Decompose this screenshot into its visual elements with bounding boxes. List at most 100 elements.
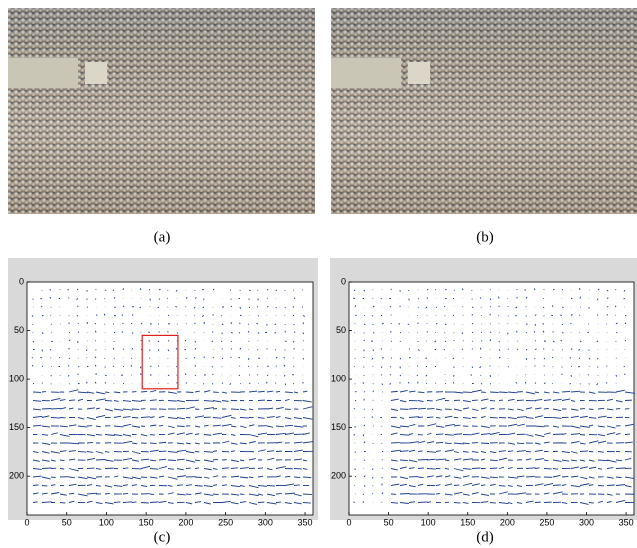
vector: [230, 417, 236, 419]
vector: [525, 500, 534, 503]
vector: [561, 484, 567, 486]
vector: [579, 425, 590, 428]
vector: [194, 467, 200, 469]
vector: [579, 314, 581, 316]
vector: [94, 381, 97, 384]
vector: [624, 476, 634, 479]
vector: [489, 459, 498, 462]
vector: [256, 322, 259, 325]
vector: [302, 417, 313, 420]
vector: [471, 306, 474, 309]
vector: [167, 432, 175, 435]
vector: [32, 340, 35, 343]
vector: [453, 442, 464, 445]
vector: [167, 391, 177, 394]
vector: [221, 440, 230, 444]
vector: [274, 323, 277, 325]
vector-field: [353, 288, 635, 505]
vector: [453, 484, 460, 486]
vector: [302, 390, 308, 393]
vector: [95, 314, 98, 316]
vector: [113, 485, 123, 487]
vector: [248, 289, 251, 292]
vector: [211, 331, 214, 333]
vector: [390, 425, 401, 429]
vector: [86, 451, 94, 453]
vector: [139, 366, 142, 369]
vector: [552, 398, 562, 401]
vector: [624, 458, 632, 461]
vector: [239, 467, 249, 469]
vector: [140, 390, 148, 393]
vector: [561, 398, 571, 401]
vector: [293, 449, 303, 452]
vector: [176, 475, 186, 478]
vector: [435, 484, 441, 486]
vector: [275, 406, 284, 410]
vector: [283, 374, 286, 377]
vector: [275, 466, 286, 469]
vector: [176, 458, 185, 461]
vector: [552, 417, 562, 419]
vector: [561, 332, 564, 334]
vector: [570, 440, 580, 444]
vector: [185, 432, 193, 435]
vector: [94, 356, 97, 359]
vector: [212, 288, 215, 291]
vector: [95, 391, 106, 395]
vector: [408, 459, 418, 463]
vector: [149, 501, 159, 503]
x-tick-label: 150: [139, 517, 154, 527]
vector: [257, 493, 264, 496]
vector: [140, 322, 143, 325]
vector: [515, 315, 518, 317]
vector: [570, 466, 580, 469]
vector: [579, 296, 582, 299]
vector: [94, 323, 97, 325]
vector: [248, 434, 259, 438]
vector: [597, 500, 604, 503]
vector: [560, 339, 563, 342]
vector: [212, 458, 219, 461]
vector: [266, 407, 274, 410]
vector: [176, 468, 184, 471]
vector: [489, 408, 495, 410]
vector: [230, 502, 239, 505]
vector: [131, 501, 137, 503]
vector: [498, 491, 508, 495]
vector: [525, 434, 534, 437]
vector: [552, 459, 562, 462]
vector: [185, 484, 192, 486]
vector: [284, 483, 295, 486]
vector: [239, 485, 245, 487]
vector: [130, 322, 133, 325]
vector: [194, 374, 197, 377]
vector: [524, 381, 527, 384]
vector: [302, 400, 312, 403]
vector: [167, 485, 173, 487]
vector: [293, 502, 302, 505]
vector: [148, 289, 151, 291]
vector: [131, 357, 133, 359]
vector: [302, 476, 312, 478]
vector: [543, 399, 552, 401]
vector: [140, 465, 151, 469]
y-tick-label: 150: [331, 422, 346, 432]
vector: [363, 323, 366, 326]
vector: [444, 434, 454, 436]
vector: [435, 306, 438, 309]
vector: [293, 441, 303, 444]
vector: [606, 425, 616, 429]
vector: [624, 391, 635, 394]
vector: [615, 389, 625, 393]
vector: [444, 340, 447, 343]
vector: [417, 400, 424, 403]
vector: [408, 449, 416, 452]
vector: [41, 476, 51, 480]
vector: [157, 306, 160, 309]
vector: [543, 357, 546, 360]
vector: [435, 322, 438, 325]
vector: [50, 417, 61, 419]
vector: [266, 416, 275, 418]
vector: [203, 493, 214, 496]
